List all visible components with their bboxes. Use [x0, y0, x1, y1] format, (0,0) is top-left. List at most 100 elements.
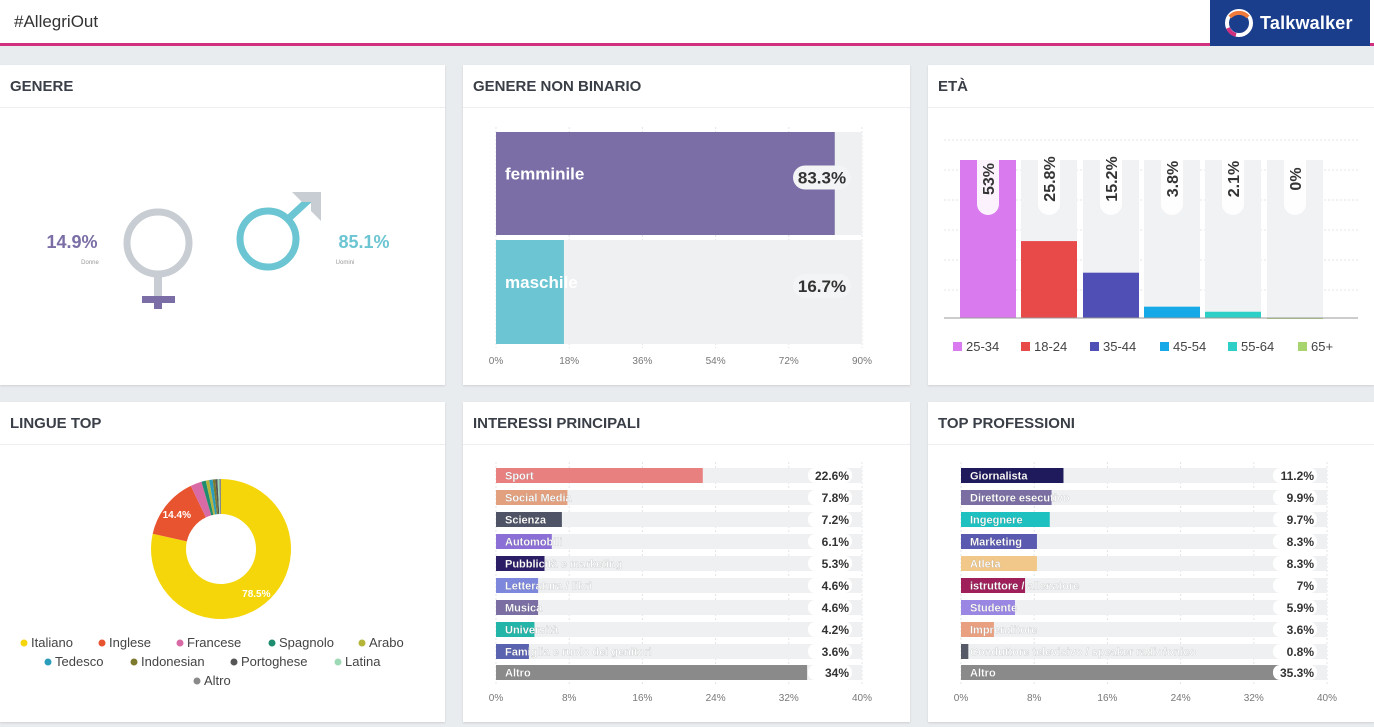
- slice-tedesco[interactable]: [209, 479, 217, 515]
- legend-item[interactable]: 18-24: [1034, 339, 1067, 354]
- bar[interactable]: [496, 534, 552, 549]
- value-pill: [1038, 143, 1060, 215]
- legend-item[interactable]: Latina: [345, 654, 381, 669]
- legend-swatch: [193, 677, 201, 685]
- bar-label: Altro: [970, 668, 996, 680]
- bar[interactable]: [496, 468, 703, 483]
- slice-altro[interactable]: [219, 479, 221, 515]
- value-label: 0%: [1288, 167, 1305, 190]
- bar-45-54[interactable]: [1144, 306, 1200, 318]
- female-label: Donne: [81, 260, 99, 266]
- legend-item[interactable]: Italiano: [31, 635, 73, 650]
- talkwalker-logo[interactable]: Talkwalker: [1210, 0, 1370, 46]
- bar-label: Conduttore televisivo / speaker radiofon…: [970, 647, 1196, 659]
- value-pill: [808, 534, 852, 549]
- bar[interactable]: [961, 556, 1037, 571]
- interests-chart: 0% 8% 16% 24% 32% 40% Sport 22.6% Social Media 7.…: [489, 462, 872, 704]
- value-label: 35.3%: [1280, 666, 1314, 680]
- value-label: 83.3%: [798, 169, 846, 188]
- slice-spagnolo[interactable]: [201, 480, 214, 516]
- search-query[interactable]: #AllegriOut: [14, 12, 99, 31]
- bar-track: [961, 600, 1327, 615]
- panel-interessi: INTERESSI PRINCIPALI 0% 8% 16% 24% 32% 40% Spo…: [463, 402, 910, 722]
- x-tick-label: 8%: [1027, 693, 1042, 704]
- x-tick-label: 36%: [632, 356, 652, 367]
- slice-inglese[interactable]: [152, 485, 206, 542]
- value-pill: [1273, 578, 1317, 593]
- value-pill: [1273, 556, 1317, 571]
- gender-graphic: 14.9% Donne 85.1% Uomini: [46, 192, 390, 309]
- panel-title: GENERE NON BINARIO: [473, 78, 642, 95]
- legend-swatch: [334, 658, 342, 666]
- slice-portoghese[interactable]: [215, 479, 220, 515]
- bar[interactable]: [496, 512, 562, 527]
- bar[interactable]: [961, 534, 1037, 549]
- slice-arabo[interactable]: [205, 480, 216, 515]
- age-chart: 53% 25.8% 15.2% 3.8% 2.1% 0% 25-34 18-24 35-44 45…: [944, 139, 1358, 354]
- bar[interactable]: [961, 490, 1052, 505]
- slice-italiano[interactable]: [150, 479, 291, 619]
- legend-item[interactable]: Arabo: [369, 635, 404, 650]
- value-label: 4.2%: [822, 623, 850, 637]
- legend-item[interactable]: Indonesian: [141, 654, 205, 669]
- bar[interactable]: [496, 556, 545, 571]
- value-label: 7%: [1297, 579, 1315, 593]
- value-pill: [977, 143, 999, 215]
- bar[interactable]: [961, 644, 969, 659]
- bar[interactable]: [961, 622, 994, 637]
- legend-item[interactable]: Spagnolo: [279, 635, 334, 650]
- slice-francese[interactable]: [190, 481, 212, 518]
- bar[interactable]: [961, 578, 1026, 593]
- bar-track: [496, 556, 862, 571]
- bar[interactable]: [496, 600, 539, 615]
- panel-eta: ETÀ 53% 25.8% 15.2% 3.8% 2.1% 0% 25-34 18-24 35-…: [928, 65, 1374, 385]
- value-pill: [1100, 143, 1122, 215]
- legend-item[interactable]: 25-34: [966, 339, 999, 354]
- slice-indonesian[interactable]: [212, 479, 219, 515]
- legend-item[interactable]: 35-44: [1103, 339, 1136, 354]
- slice-label: 14.4%: [163, 510, 191, 521]
- bar[interactable]: [961, 600, 1015, 615]
- x-tick-label: 0%: [954, 693, 969, 704]
- bar[interactable]: [496, 665, 808, 680]
- bar[interactable]: [961, 512, 1050, 527]
- bar[interactable]: [496, 644, 529, 659]
- bar[interactable]: [496, 622, 535, 637]
- bar-18-24[interactable]: [1021, 241, 1077, 318]
- bar-label: Musica: [505, 603, 543, 615]
- bar[interactable]: [496, 578, 539, 593]
- bar-label: Letteratura / libri: [505, 581, 592, 593]
- legend-swatch: [953, 342, 962, 351]
- slice-latina[interactable]: [217, 479, 221, 515]
- legend-item[interactable]: 45-54: [1173, 339, 1206, 354]
- bar-track: [961, 578, 1327, 593]
- bar[interactable]: [961, 468, 1064, 483]
- value-pill: [1273, 468, 1317, 483]
- x-tick-label: 18%: [559, 356, 579, 367]
- bar-55-64[interactable]: [1205, 311, 1261, 318]
- bar[interactable]: [961, 665, 1284, 680]
- value-pill: [808, 556, 852, 571]
- bar-35-44[interactable]: [1083, 272, 1139, 318]
- legend-item[interactable]: Francese: [187, 635, 241, 650]
- value-label: 53%: [981, 163, 998, 195]
- legend-item[interactable]: Tedesco: [55, 654, 103, 669]
- bar-femminile[interactable]: [496, 132, 835, 235]
- bar[interactable]: [496, 490, 568, 505]
- legend-item[interactable]: Portoghese: [241, 654, 308, 669]
- talkwalker-logo-icon: [1225, 9, 1253, 37]
- value-label: 25.8%: [1042, 156, 1059, 201]
- male-label: Uomini: [336, 260, 355, 266]
- bar-track: [961, 490, 1327, 505]
- value-pill: [1273, 490, 1317, 505]
- value-label: 16.7%: [798, 277, 846, 296]
- bar-track: [496, 622, 862, 637]
- legend-swatch: [358, 639, 366, 647]
- legend-item[interactable]: Inglese: [109, 635, 151, 650]
- legend-item[interactable]: 65+: [1311, 339, 1333, 354]
- x-tick-label: 90%: [852, 356, 872, 367]
- legend-item[interactable]: Altro: [204, 673, 231, 688]
- value-pill: [808, 578, 852, 593]
- legend-item[interactable]: 55-64: [1241, 339, 1274, 354]
- bar-maschile[interactable]: [496, 240, 564, 344]
